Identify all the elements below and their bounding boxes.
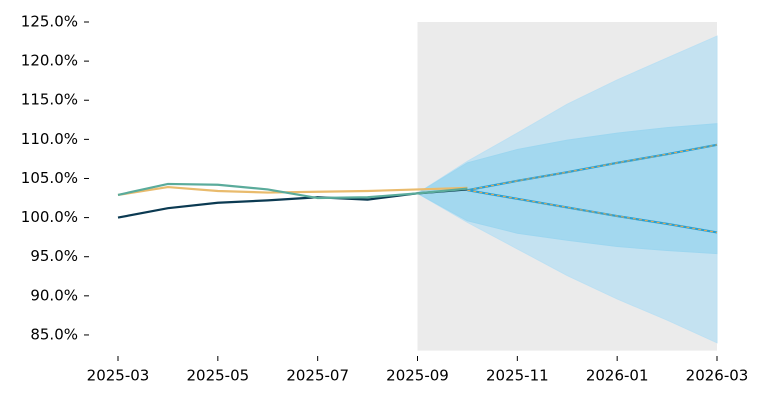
y-tick-label: 115.0% <box>21 91 78 109</box>
y-tick-label: 105.0% <box>21 169 78 187</box>
y-tick-label: 125.0% <box>21 13 78 31</box>
x-tick-label: 2025-11 <box>486 367 549 385</box>
series-dash <box>467 144 718 191</box>
x-tick-label: 2025-09 <box>386 367 449 385</box>
x-tick-label: 2025-03 <box>87 367 150 385</box>
x-tick-label: 2025-05 <box>186 367 249 385</box>
series-line <box>117 182 468 200</box>
y-tick-label: 100.0% <box>21 208 78 226</box>
y-tick-label: 110.0% <box>21 130 78 148</box>
y-tick-label: 85.0% <box>30 325 78 343</box>
y-tick-label: 90.0% <box>30 286 78 304</box>
x-tick-label: 2025-07 <box>286 367 349 385</box>
y-tick-label: 95.0% <box>30 247 78 265</box>
confidence-band <box>416 123 718 255</box>
x-tick-label: 2026-03 <box>686 367 749 385</box>
x-tick-label: 2026-01 <box>586 367 649 385</box>
series-line <box>117 185 468 196</box>
y-tick-label: 120.0% <box>21 52 78 70</box>
series-dash <box>467 189 718 233</box>
